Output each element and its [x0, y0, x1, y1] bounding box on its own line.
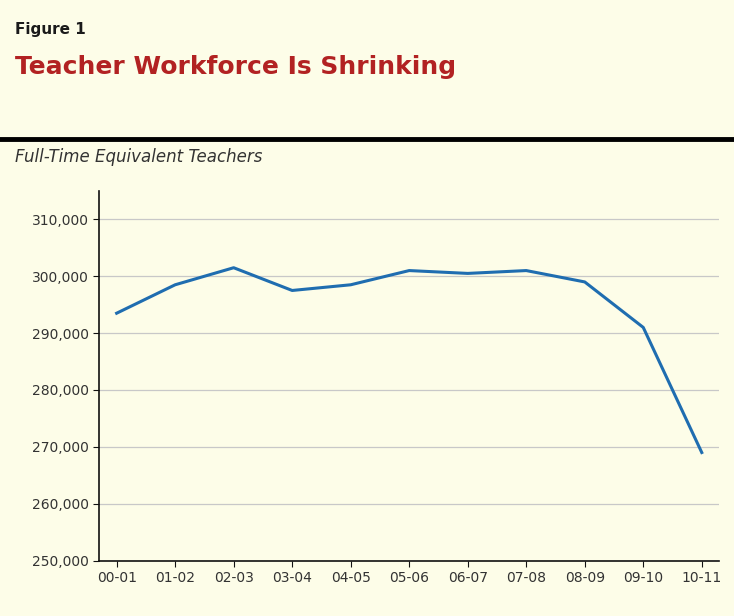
Text: Full-Time Equivalent Teachers: Full-Time Equivalent Teachers — [15, 148, 262, 166]
Text: Teacher Workforce Is Shrinking: Teacher Workforce Is Shrinking — [15, 55, 456, 79]
Text: Figure 1: Figure 1 — [15, 22, 85, 36]
